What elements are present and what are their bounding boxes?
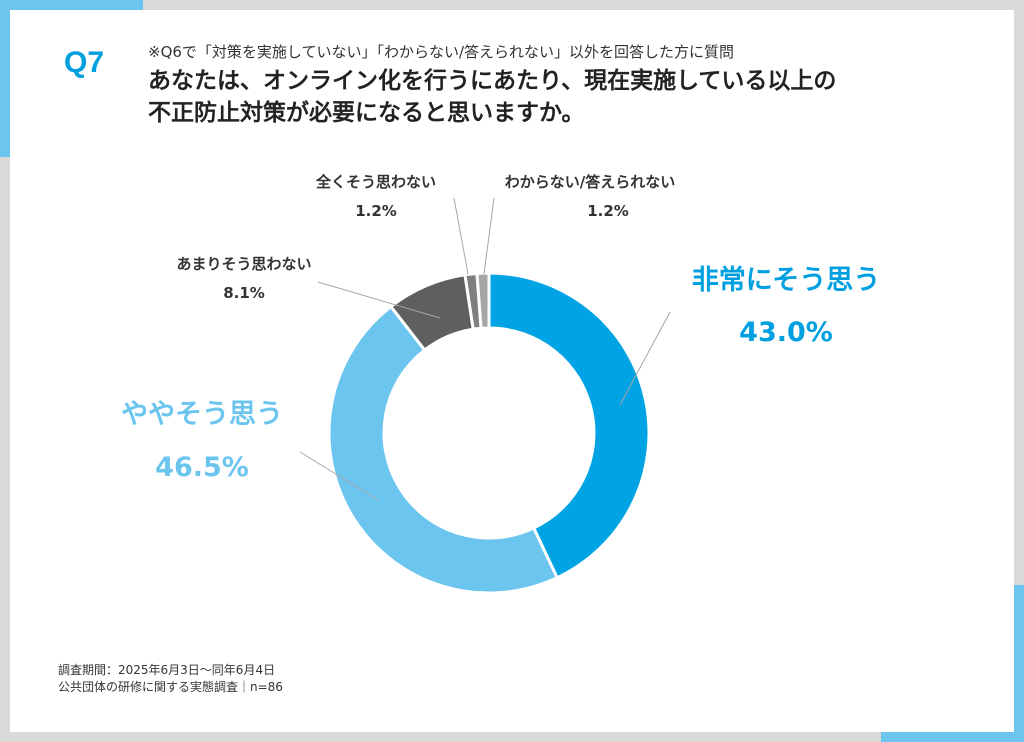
leader-line-4 (453, 197, 469, 275)
leader-line-1 (619, 311, 671, 406)
accent-bar-right-bottom (1014, 585, 1024, 742)
accent-bar-top-left (0, 0, 143, 10)
question-title-line-2: 不正防止対策が必要になると思いますか。 (148, 100, 585, 126)
slice-label-5: わからない/答えられない (505, 173, 675, 191)
leader-line-3 (317, 281, 441, 319)
survey-footer: 調査期間：2025年6月3日～同年6月4日 公共団体の研修に関する実態調査｜n=… (58, 662, 283, 696)
accent-bar-bottom-right (881, 732, 1024, 742)
question-condition: ※Q6で「対策を実施していない」「わからない/答えられない」以外を回答した方に質… (148, 43, 735, 61)
survey-source: 公共団体の研修に関する実態調査｜n=86 (58, 680, 283, 694)
slice-label-3: あまりそう思わない (176, 255, 311, 273)
donut-slice-1 (487, 271, 651, 580)
slice-value-1: 43.0% (739, 317, 833, 348)
leader-line-5 (483, 197, 495, 275)
donut-slice-5 (475, 271, 491, 330)
survey-period: 調査期間：2025年6月3日～同年6月4日 (58, 663, 276, 677)
slice-label-1: 非常にそう思う (692, 265, 880, 296)
question-title-line-1: あなたは、オンライン化を行うにあたり、現在実施している以上の (148, 68, 837, 94)
question-number: Q7 (64, 46, 105, 79)
slice-value-3: 8.1% (223, 284, 265, 302)
slice-label-4: 全くそう思わない (315, 173, 436, 191)
leader-line-2 (299, 451, 379, 501)
slice-value-4: 1.2% (355, 202, 397, 220)
question-title: あなたは、オンライン化を行うにあたり、現在実施している以上の 不正防止対策が必要… (148, 65, 968, 129)
slice-value-2: 46.5% (155, 452, 249, 483)
slice-value-5: 1.2% (587, 202, 629, 220)
donut-slice-2 (327, 304, 560, 595)
slice-label-2: ややそう思う (121, 399, 283, 430)
accent-bar-left-top (0, 0, 10, 157)
